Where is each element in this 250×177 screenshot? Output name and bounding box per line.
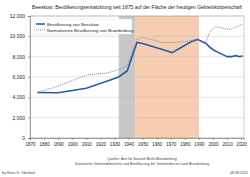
tick: 1880 [39,138,50,147]
grid-line [30,117,244,118]
tick-mark [28,16,30,17]
tick: 1990 [194,138,205,147]
tick-mark [213,138,214,140]
tick-label: 1970 [166,142,177,147]
tick-label: 6,000 [12,74,25,80]
tick-mark [241,138,242,140]
tick: 1890 [54,138,65,147]
tick-mark [28,77,30,78]
legend-swatch [36,23,45,25]
tick: 1970 [166,138,177,147]
tick: 1870 [25,138,36,147]
tick-label: 2,000 [12,115,25,121]
tick-mark [30,138,31,140]
tick: 8,000 [12,54,30,60]
x-axis: 18701880 18901900191019201930194019501960… [25,138,247,147]
tick-mark [114,138,115,140]
legend: Bevölkerung von BeeskowNormalisierte Bev… [34,19,134,34]
tick-label: 1960 [152,142,163,147]
tick-mark [28,97,30,98]
tick-label: 1880 [39,142,50,147]
series-line [37,24,243,92]
tick: 1980 [180,138,191,147]
tick-mark [157,138,158,140]
chart: Beeskow: Bevölkerungsentwicklung seit 18… [0,0,250,177]
tick-mark [227,138,228,140]
tick-label: 1920 [96,142,107,147]
tick: 1960 [152,138,163,147]
tick-label: 4,000 [12,94,25,100]
tick-label: 2020 [237,142,248,147]
tick-mark [100,138,101,140]
plot-background [30,16,244,138]
legend-label: Bevölkerung von Beeskow [47,22,100,27]
tick-mark [58,138,59,140]
tick-label: 1990 [194,142,205,147]
legend-label: Normalisierte Bevölkerung von Brandenbur… [47,28,134,33]
axis-line [31,139,245,141]
tick: 4,000 [12,94,30,100]
tick: 1950 [138,138,149,147]
tick-mark [44,138,45,140]
y-axis: 0 2,000 4,000 6,000 8,000 10,000 12,000 [10,13,31,141]
tick-mark [86,138,87,140]
series-group [37,24,243,93]
tick-mark [28,138,30,139]
tick: 2020 [237,138,248,147]
tick-mark [171,138,172,140]
grid-line [30,36,244,37]
tick: 2000 [208,138,219,147]
tick-label: 1950 [138,142,149,147]
plot-frame [30,16,244,138]
tick-label: 1980 [180,142,191,147]
grid-line [30,77,244,78]
tick-mark [185,138,186,140]
tick: 0 [22,135,30,141]
tick-label: 0 [22,135,25,141]
date: 08.08.2022 [230,171,248,175]
tick: 1920 [96,138,107,147]
tick-label: 1890 [54,142,65,147]
tick-mark [129,138,130,140]
grid-line [30,56,244,57]
tick-label: 12,000 [10,13,26,19]
tick-label: 10,000 [10,33,26,39]
tick-mark [72,138,73,140]
source: Quellen: Amt für Statistik Berlin-Brande… [107,157,177,161]
tick-label: 1910 [82,142,93,147]
source: Statistische Gemeindeberichte und Bevölk… [75,162,209,166]
tick-mark [199,138,200,140]
tick-label: 1930 [110,142,121,147]
tick-label: 8,000 [12,54,25,60]
grid [30,16,244,138]
title: Beeskow: Bevölkerungsentwicklung seit 18… [32,4,242,10]
tick: 2,000 [12,115,30,121]
tick-label: 1900 [68,142,79,147]
tick-mark [143,138,144,140]
tick-label: 1940 [124,142,135,147]
tick: 1940 [124,138,135,147]
tick: 1930 [110,138,121,147]
tick-label: 1870 [25,142,36,147]
tick: 1900 [68,138,79,147]
author: by Hans G. Oberlack [2,171,36,175]
tick: 2010 [222,138,233,147]
tick: 10,000 [10,33,30,39]
tick-label: 2000 [208,142,219,147]
tick-label: 2010 [222,142,233,147]
series-line [37,39,243,92]
legend-swatch [36,30,45,31]
tick: 6,000 [12,74,30,80]
tick: 1910 [82,138,93,147]
tick: 12,000 [10,13,30,19]
tick-mark [28,36,30,37]
grid-line [30,97,244,98]
tick-mark [28,118,30,119]
tick-mark [28,57,30,58]
